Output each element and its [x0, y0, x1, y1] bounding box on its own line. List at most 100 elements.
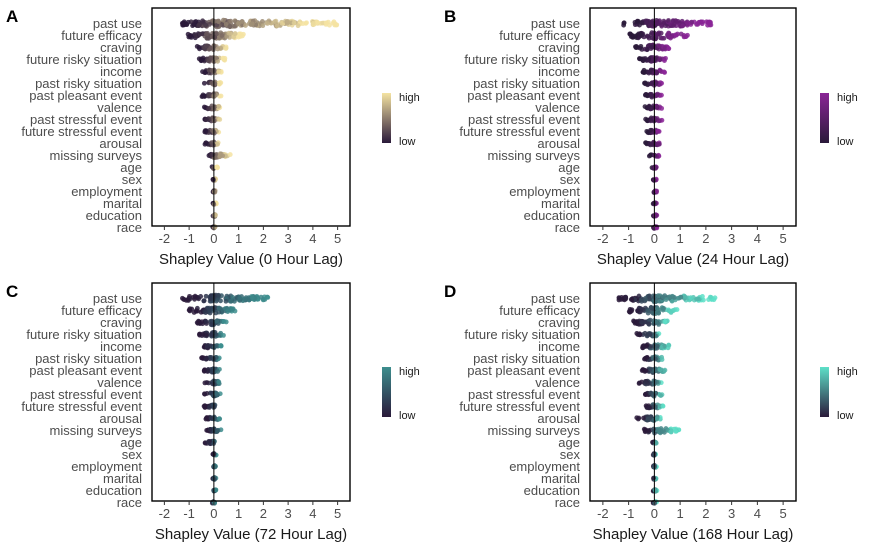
x-tick-label: 2: [702, 231, 709, 246]
shap-point: [707, 294, 713, 300]
shap-point: [212, 34, 218, 40]
feature-label: employment: [509, 459, 580, 474]
feature-label: arousal: [99, 136, 142, 151]
feature-dots: [199, 91, 224, 99]
shap-point: [661, 69, 667, 75]
shap-point: [635, 18, 641, 24]
shap-point: [214, 22, 220, 28]
feature-label: craving: [538, 315, 580, 330]
shap-point: [227, 24, 233, 30]
shap-point: [647, 343, 653, 349]
feature-dots: [641, 426, 682, 436]
shap-point: [666, 342, 672, 348]
shap-point: [678, 31, 684, 37]
x-tick-label: 5: [334, 506, 341, 521]
shap-point: [223, 298, 229, 304]
shap-point: [212, 404, 217, 410]
shap-point: [657, 57, 663, 63]
feature-label: valence: [535, 100, 580, 115]
legend-low-label: low: [837, 136, 854, 148]
feature-label: past risky situation: [473, 76, 580, 91]
feature-label: craving: [100, 40, 142, 55]
feature-dots: [211, 487, 219, 494]
shap-point: [243, 23, 248, 28]
legend-colorbar: [820, 367, 829, 417]
shap-point: [654, 103, 660, 109]
shap-point: [641, 415, 646, 421]
shap-point: [673, 428, 679, 434]
feature-dots: [621, 18, 714, 29]
shap-point: [272, 19, 278, 25]
feature-label: age: [558, 435, 580, 450]
shap-point: [648, 92, 654, 98]
shap-point: [228, 299, 234, 304]
x-tick-label: 0: [651, 231, 658, 246]
shap-point: [206, 305, 212, 311]
feature-label: income: [100, 339, 142, 354]
feature-dots: [642, 354, 665, 363]
shap-point: [249, 295, 255, 300]
feature-dots: [202, 390, 223, 399]
shap-point: [323, 20, 329, 26]
shap-point: [666, 46, 672, 52]
shap-point: [688, 295, 694, 301]
shap-point: [696, 20, 702, 25]
feature-dots: [201, 342, 224, 351]
shap-point: [655, 91, 660, 97]
feature-label: past pleasant event: [467, 363, 580, 378]
feature-dots: [651, 224, 660, 231]
feature-label: past risky situation: [35, 76, 142, 91]
x-tick-label: -1: [183, 231, 195, 246]
shap-point: [310, 20, 316, 26]
shap-point: [660, 294, 666, 300]
shap-point: [207, 427, 213, 432]
shap-point: [214, 164, 220, 170]
shap-point: [198, 294, 204, 299]
x-tick-label: -1: [623, 506, 635, 521]
legend-high-label: high: [837, 366, 858, 378]
x-tick-label: 3: [285, 231, 292, 246]
x-axis-title: Shapley Value (24 Hour Lag): [597, 251, 789, 268]
x-tick-label: 2: [260, 231, 267, 246]
shap-point: [680, 23, 686, 29]
feature-label: employment: [71, 184, 142, 199]
shap-point: [236, 34, 241, 40]
shap-point: [212, 189, 217, 195]
feature-dots: [651, 188, 659, 195]
shap-point: [644, 20, 649, 25]
shap-point: [643, 116, 649, 122]
shap-point: [320, 20, 325, 26]
shap-point: [642, 391, 648, 397]
shap-point: [637, 22, 642, 28]
shap-point: [659, 357, 665, 362]
x-tick-label: -2: [159, 506, 171, 521]
shap-point: [656, 141, 661, 147]
shap-point: [198, 56, 204, 62]
shap-point: [221, 332, 226, 338]
shap-point: [629, 297, 635, 302]
shap-point: [199, 319, 205, 325]
shap-point: [223, 319, 229, 325]
feature-dots: [651, 462, 659, 470]
feature-label: sex: [560, 172, 581, 187]
feature-dots: [201, 366, 222, 375]
feature-dots: [631, 317, 670, 327]
shap-point: [637, 32, 643, 38]
shap-point: [208, 55, 214, 61]
shap-point: [633, 43, 639, 49]
shap-point: [631, 34, 636, 40]
shap-point: [645, 105, 651, 111]
shap-point: [228, 18, 234, 24]
feature-label: race: [117, 220, 142, 235]
shap-point: [217, 117, 223, 122]
feature-dots: [636, 378, 664, 387]
shap-point: [209, 68, 215, 73]
shap-point: [202, 391, 207, 397]
x-tick-label: 5: [334, 231, 341, 246]
feature-dots: [185, 30, 246, 41]
shap-point: [658, 393, 664, 399]
shap-point: [201, 104, 207, 110]
feature-label: craving: [100, 315, 142, 330]
feature-dots: [180, 292, 271, 304]
